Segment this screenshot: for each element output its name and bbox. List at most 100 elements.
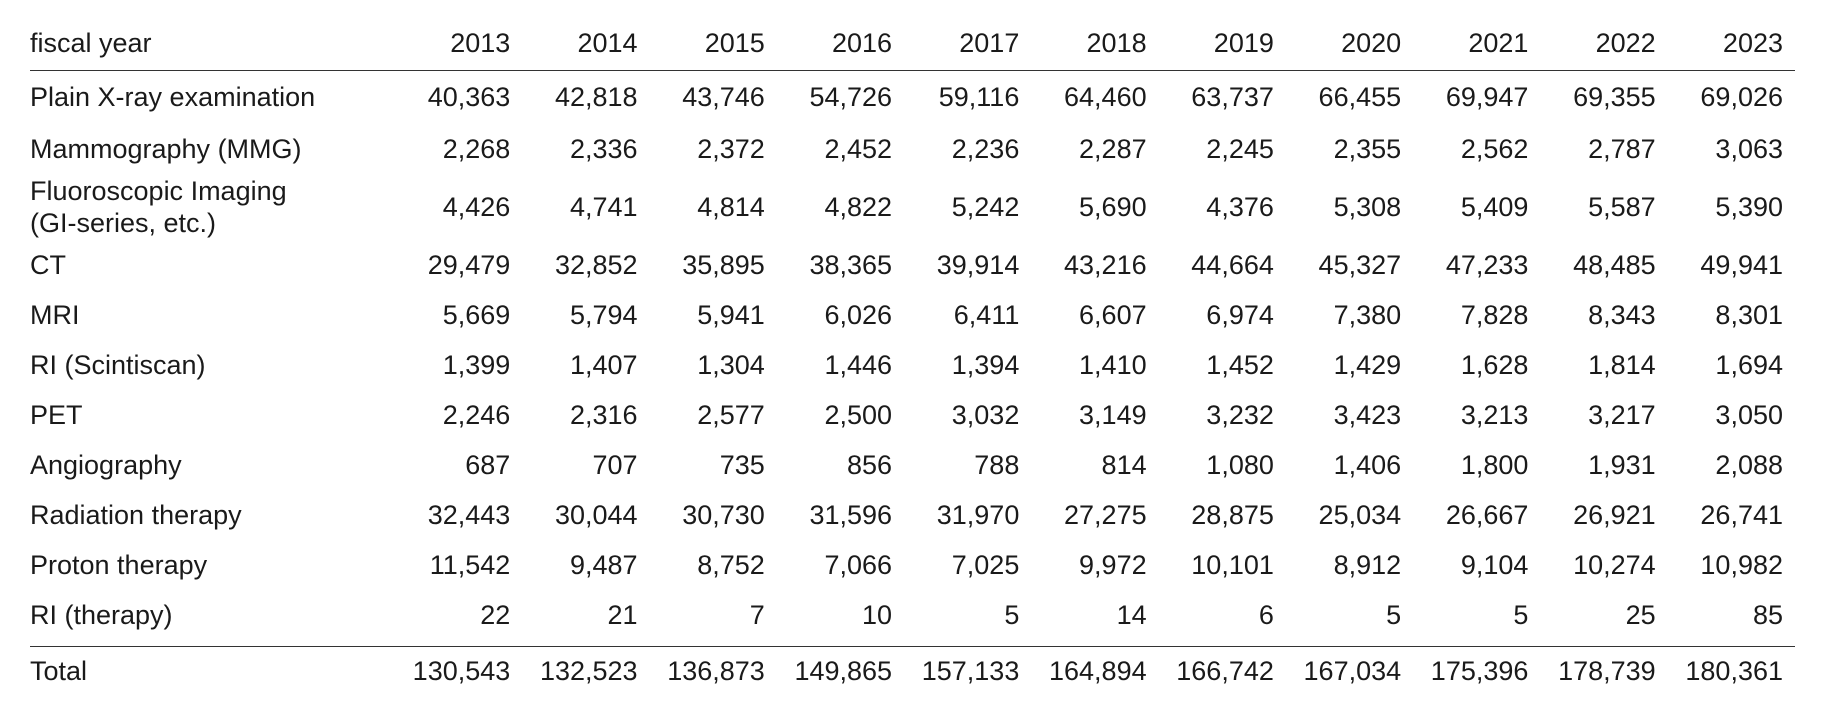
- table-cell: 43,216: [1064, 249, 1147, 280]
- total-cell: 164,894: [1031, 645, 1159, 696]
- row-label: Plain X-ray examination: [30, 82, 316, 113]
- table-cell: 39,914: [936, 249, 1020, 280]
- table-cell: 2,500: [824, 399, 893, 430]
- table-cell: 4,741: [569, 191, 638, 222]
- table-cell: 2,562: [1460, 133, 1529, 164]
- table-cell: 48,485: [1573, 249, 1656, 280]
- table-cell: 1,304: [697, 349, 765, 380]
- table-cell: 735: [719, 449, 765, 480]
- row-label: Angiography: [30, 450, 182, 480]
- table-cell: 59,116: [938, 81, 1020, 112]
- table-cell: 5: [1004, 599, 1020, 630]
- year-header: 2016: [776, 18, 905, 71]
- total-cell: 132,523: [522, 645, 650, 696]
- total-cell: 180,361: [1667, 645, 1795, 696]
- table-cell: 5: [1386, 599, 1402, 630]
- table-cell: 5: [1513, 599, 1529, 630]
- table-row: Plain X-ray examination 40,363 42,818 43,74…: [30, 70, 1795, 124]
- total-cell: 136,873: [649, 645, 777, 696]
- table-cell: 3,050: [1715, 399, 1783, 430]
- table-cell: 2,236: [951, 133, 1020, 164]
- table-cell: 69,947: [1445, 81, 1529, 112]
- total-cell: 175,396: [1413, 645, 1541, 696]
- row-label: CT: [30, 250, 66, 280]
- table-cell: 4,822: [824, 191, 893, 222]
- table-row: Angiography 687 707 735 856 788 814 1,080 1,406 1…: [30, 440, 1795, 490]
- table-cell: 28,875: [1191, 499, 1274, 530]
- table-cell: 687: [465, 449, 511, 480]
- table-cell: 26,667: [1445, 499, 1529, 530]
- row-label: Fluoroscopic Imaging (GI-series, etc.): [30, 176, 287, 238]
- table-cell: 29,479: [427, 249, 511, 280]
- table-cell: 22: [480, 599, 511, 630]
- table-cell: 7,066: [824, 549, 893, 580]
- table-cell: 1,931: [1588, 449, 1656, 480]
- row-label: PET: [30, 400, 83, 430]
- table-cell: 6,607: [1079, 299, 1147, 330]
- table-cell: 27,275: [1064, 499, 1147, 530]
- table-cell: 7,380: [1333, 299, 1402, 330]
- table-cell: 85: [1752, 599, 1783, 630]
- table-cell: 5,409: [1460, 191, 1529, 222]
- table-cell: 69,026: [1700, 81, 1783, 112]
- table-row: MRI 5,669 5,794 5,941 6,026 6,411 6,607 6,974 7,…: [30, 290, 1795, 340]
- table-cell: 3,149: [1079, 399, 1147, 430]
- table-cell: 9,487: [569, 549, 638, 580]
- table-cell: 26,921: [1573, 499, 1656, 530]
- table-row: RI (therapy) 22 21 7 10 5 14 6 5 5 25 85: [30, 590, 1795, 640]
- table-cell: 5,242: [951, 191, 1020, 222]
- table-cell: 31,596: [809, 499, 893, 530]
- table-cell: 2,246: [442, 399, 511, 430]
- table-cell: 10: [862, 599, 893, 630]
- table-cell: 2,088: [1715, 449, 1783, 480]
- year-header: 2013: [395, 18, 523, 71]
- table-cell: 49,941: [1700, 249, 1783, 280]
- table-cell: 21: [607, 599, 638, 630]
- table-cell: 1,407: [569, 349, 638, 380]
- row-label: Mammography (MMG): [30, 134, 302, 164]
- table-cell: 1,410: [1079, 349, 1147, 380]
- table-cell: 1,429: [1333, 349, 1402, 380]
- year-header: 2018: [1031, 18, 1159, 71]
- table-cell: 6,026: [824, 299, 893, 330]
- table-cell: 856: [847, 449, 893, 480]
- table-cell: 7: [749, 599, 765, 630]
- total-cell: 166,742: [1158, 645, 1286, 696]
- table-cell: 6: [1258, 599, 1274, 630]
- table-row: Fluoroscopic Imaging (GI-series, etc.) 4,4…: [30, 174, 1795, 240]
- year-header: 2023: [1667, 18, 1795, 71]
- row-label: RI (Scintiscan): [30, 350, 206, 380]
- table-cell: 42,818: [554, 81, 638, 112]
- table-cell: 1,446: [824, 349, 893, 380]
- table-cell: 5,308: [1333, 191, 1402, 222]
- table-cell: 9,972: [1079, 549, 1147, 580]
- table-cell: 30,730: [682, 499, 765, 530]
- table-cell: 5,669: [442, 299, 511, 330]
- table-cell: 1,399: [442, 349, 511, 380]
- year-header: 2021: [1413, 18, 1541, 71]
- table-row: Proton therapy 11,542 9,487 8,752 7,066 7,025…: [30, 540, 1795, 590]
- year-header: 2020: [1285, 18, 1414, 71]
- table-cell: 4,376: [1206, 191, 1274, 222]
- table-row: CT 29,479 32,852 35,895 38,365 39,914 43,216 44…: [30, 240, 1795, 290]
- table-cell: 2,577: [697, 399, 765, 430]
- table-cell: 1,800: [1460, 449, 1529, 480]
- table-cell: 1,080: [1206, 449, 1274, 480]
- total-cell: 178,739: [1540, 645, 1668, 696]
- table-cell: 2,355: [1333, 133, 1402, 164]
- table-cell: 63,737: [1191, 81, 1274, 112]
- table-cell: 69,355: [1573, 81, 1656, 112]
- table-cell: 43,746: [682, 81, 765, 112]
- table-cell: 2,372: [697, 133, 765, 164]
- statistics-table-container: fiscal year 2013 2014 2015 2016 2017 2018 2019…: [30, 18, 1795, 696]
- table-cell: 3,217: [1588, 399, 1656, 430]
- table-cell: 8,752: [697, 549, 765, 580]
- table-cell: 10,101: [1191, 549, 1274, 580]
- table-cell: 814: [1101, 449, 1147, 480]
- table-cell: 40,363: [427, 81, 511, 112]
- table-cell: 6,411: [953, 299, 1020, 330]
- table-cell: 10,274: [1573, 549, 1656, 580]
- table-cell: 44,664: [1191, 249, 1274, 280]
- table-header-row: fiscal year 2013 2014 2015 2016 2017 2018 2019…: [30, 18, 1795, 71]
- table-row: PET 2,246 2,316 2,577 2,500 3,032 3,149 3,232 3,…: [30, 390, 1795, 440]
